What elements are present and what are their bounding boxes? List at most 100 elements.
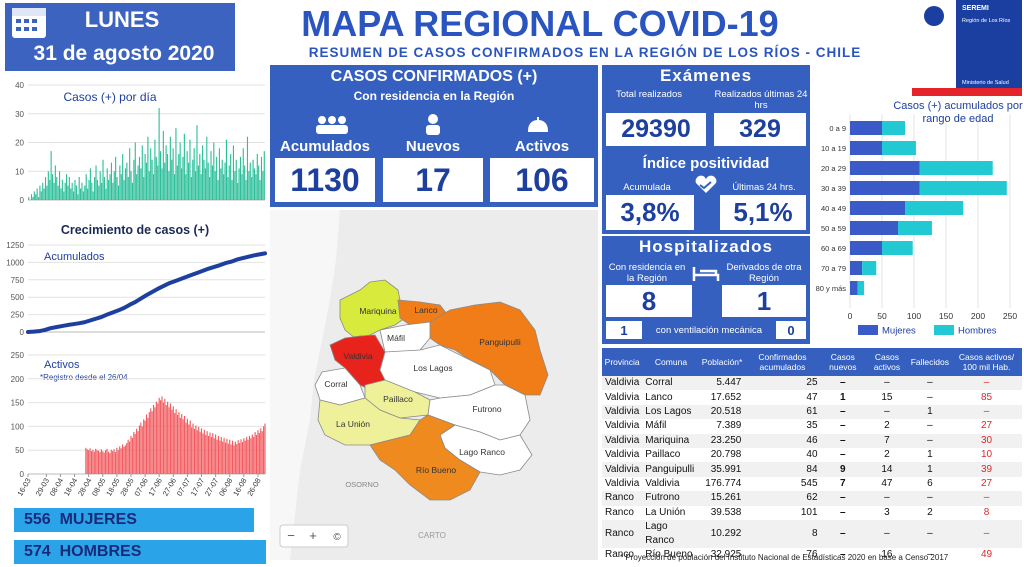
bar xyxy=(33,191,35,200)
kpi-label: Acumulados xyxy=(279,138,370,155)
bar xyxy=(239,156,242,200)
table-row: Ranco La Unión 39.538 101 – 3 2 8 xyxy=(602,505,1022,520)
y-tick-label: 10 a 19 xyxy=(821,144,846,153)
table-cell: Valdivia xyxy=(605,477,640,489)
bar xyxy=(185,422,187,474)
positivity-cum: 3,8% xyxy=(606,195,694,230)
bar xyxy=(54,165,56,200)
commune-label: Los Lagos xyxy=(413,363,452,373)
table-row: Ranco Río Bueno 32.925 76 – 16 – 49 xyxy=(602,547,1022,563)
bar xyxy=(203,429,205,474)
page-title: MAPA REGIONAL COVID-19 xyxy=(301,3,778,44)
bar xyxy=(138,156,141,200)
bar xyxy=(221,159,223,200)
y-tick-label: 20 xyxy=(15,139,24,148)
y-tick-label: 250 xyxy=(11,351,25,360)
table-cell: 47 xyxy=(881,477,893,489)
table-row: Ranco Lago Ranco 10.292 8 – – – – xyxy=(602,519,1022,548)
bar xyxy=(57,185,59,200)
bar xyxy=(211,165,213,200)
bar xyxy=(102,451,104,474)
bar xyxy=(89,448,91,474)
y-tick-label: 20 a 29 xyxy=(821,164,846,173)
bar xyxy=(134,434,136,474)
bar xyxy=(114,452,117,474)
bar xyxy=(898,221,932,235)
bar xyxy=(37,197,40,200)
bar xyxy=(109,453,111,474)
table-cell: 23.250 xyxy=(710,434,742,446)
bar xyxy=(160,400,162,474)
bar xyxy=(40,191,42,200)
bar xyxy=(110,162,113,200)
men-count: 574 xyxy=(24,543,51,560)
table-cell: 35.991 xyxy=(710,463,742,475)
bar xyxy=(225,139,227,200)
bar xyxy=(158,108,160,200)
bar xyxy=(99,171,101,200)
bar xyxy=(105,188,107,200)
kpi-label: Nuevos xyxy=(405,138,461,155)
logo-ministry: Ministerio de Salud xyxy=(962,80,1009,86)
bar xyxy=(85,174,87,200)
bar xyxy=(200,428,203,474)
bar xyxy=(148,171,150,200)
zoom-out[interactable]: − xyxy=(287,528,295,543)
table-cell: – xyxy=(840,377,846,389)
bar xyxy=(127,439,129,474)
footnote: * Proyección de población del Instituto … xyxy=(620,553,949,562)
bar xyxy=(150,408,152,474)
bar xyxy=(32,197,34,200)
table-cell: Valdivia xyxy=(605,463,640,475)
bar xyxy=(176,414,179,474)
zoom-in[interactable]: + xyxy=(309,528,317,543)
bar xyxy=(237,440,239,474)
bar xyxy=(179,417,181,474)
bar xyxy=(184,415,186,474)
bar xyxy=(137,431,139,474)
table-cell: 61 xyxy=(806,405,818,417)
bar xyxy=(98,185,100,200)
commune-label: Río Bueno xyxy=(416,465,456,475)
bar xyxy=(264,423,266,474)
bar xyxy=(233,445,235,474)
bar xyxy=(106,168,108,200)
bar xyxy=(235,159,237,200)
table-cell: 176.774 xyxy=(705,477,742,489)
bar xyxy=(203,159,205,200)
bar xyxy=(50,151,52,200)
y-tick-label: 750 xyxy=(11,276,25,285)
table-cell: – xyxy=(983,377,990,389)
kpi-value: 106 xyxy=(490,158,594,202)
bar xyxy=(207,162,209,200)
bar xyxy=(131,182,134,200)
positivity-last-label: Últimas 24 hrs. xyxy=(732,182,796,193)
bar xyxy=(28,197,30,200)
map-info[interactable]: © xyxy=(333,532,341,543)
bar xyxy=(206,431,208,474)
bar xyxy=(116,177,118,200)
y-tick-label: 30 xyxy=(15,110,24,119)
bar xyxy=(133,159,135,200)
y-tick-label: 40 xyxy=(15,81,24,90)
table-cell: 8 xyxy=(811,527,818,539)
table-cell: – xyxy=(927,434,933,446)
bar xyxy=(152,174,155,200)
bar xyxy=(161,396,163,474)
bar xyxy=(81,182,83,200)
bar xyxy=(253,168,256,200)
table-cell: 17.652 xyxy=(710,391,742,403)
bar xyxy=(216,156,218,200)
bar xyxy=(124,445,126,474)
bar xyxy=(129,441,131,474)
bar xyxy=(240,439,242,474)
table-cell: – xyxy=(840,492,846,504)
map-labels: Mariquina Lanco Máfil Panguipulli Valdiv… xyxy=(324,305,520,540)
bar xyxy=(206,136,208,200)
bar xyxy=(150,148,152,200)
bar xyxy=(164,398,166,474)
bar xyxy=(113,449,115,474)
day: LUNES xyxy=(85,7,160,32)
bar xyxy=(109,174,111,200)
